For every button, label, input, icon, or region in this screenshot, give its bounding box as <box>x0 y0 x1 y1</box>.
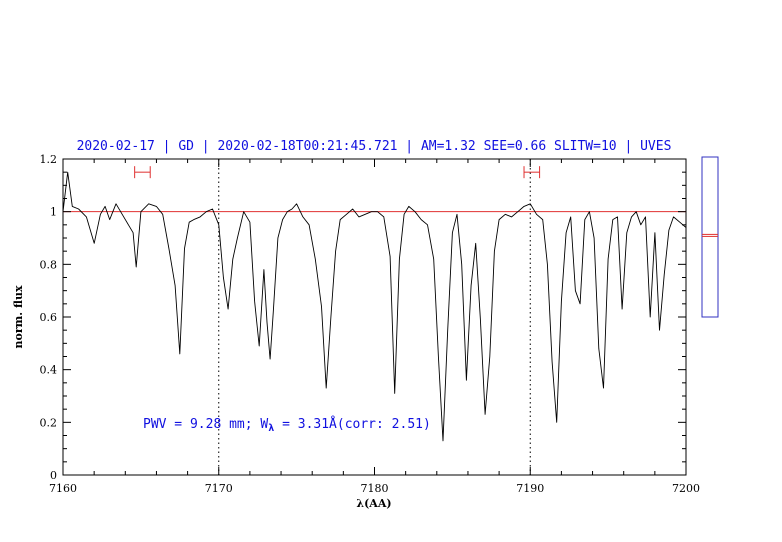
y-tick-label: 0.6 <box>40 311 58 324</box>
x-tick-label: 7200 <box>672 482 700 495</box>
y-tick-label: 1.2 <box>40 153 58 166</box>
spectrum-line <box>62 171 687 442</box>
window-marker <box>134 166 151 179</box>
x-tick-label: 7190 <box>516 482 544 495</box>
pwv-subscript: λ <box>268 423 274 434</box>
y-axis-label: norm. flux <box>12 285 25 348</box>
chart-title: 2020-02-17 | GD | 2020-02-18T00:21:45.72… <box>77 139 672 154</box>
side-indicator-box <box>701 156 719 318</box>
x-axis-label: λ(AA) <box>356 497 391 510</box>
y-axis: 0 0.2 0.4 0.6 0.8 1 1.2 <box>40 153 686 482</box>
x-tick-label: 7160 <box>49 482 77 495</box>
y-tick-label: 0.2 <box>40 416 58 429</box>
y-tick-label: 0.4 <box>40 364 58 377</box>
x-tick-label: 7180 <box>361 482 389 495</box>
y-tick-label: 0.8 <box>40 258 58 271</box>
y-tick-label: 0 <box>50 469 57 482</box>
pwv-suffix: = 3.31Å(corr: 2.51) <box>274 416 431 432</box>
pwv-annotation: PWV = 9.28 mm; Wλ = 3.31Å(corr: 2.51) <box>143 416 431 434</box>
series-group <box>62 171 687 442</box>
window-marker <box>523 166 541 179</box>
pwv-prefix: PWV = 9.28 mm; W <box>143 417 268 432</box>
x-tick-label: 7170 <box>205 482 233 495</box>
continuum-window-markers <box>134 166 541 179</box>
y-tick-label: 1 <box>50 206 57 219</box>
x-axis: 7160 7170 7180 7190 7200 <box>49 159 700 495</box>
side-indicator-level <box>702 233 718 237</box>
